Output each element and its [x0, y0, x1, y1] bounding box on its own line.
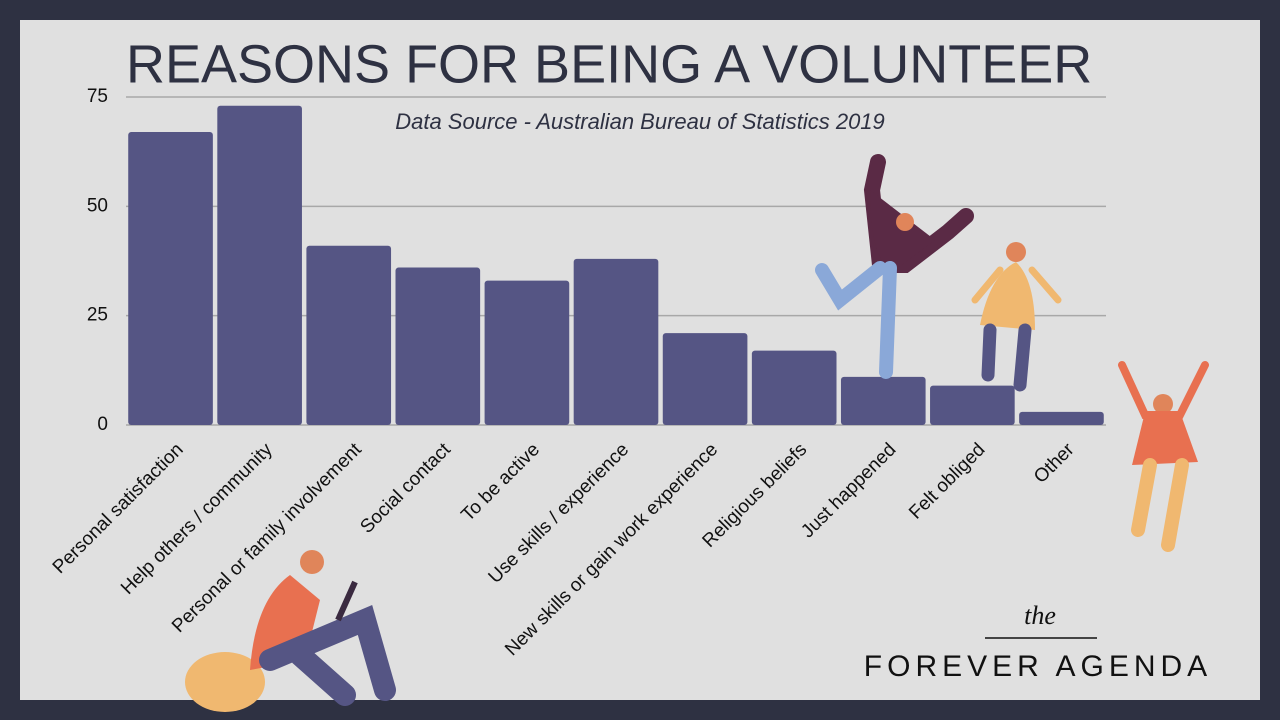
illustration-cheering-woman — [1118, 361, 1209, 552]
illustration-sitting-man — [185, 550, 396, 712]
brand-small: the — [1024, 601, 1056, 630]
y-tick-label: 50 — [87, 195, 108, 216]
chart-title: REASONS FOR BEING A VOLUNTEER — [126, 34, 1092, 94]
bar — [662, 333, 748, 425]
y-tick-label: 0 — [97, 414, 108, 435]
bar — [840, 376, 926, 425]
bar — [128, 131, 213, 425]
bar — [395, 267, 481, 425]
bar — [484, 280, 570, 425]
illustration-jumping-woman — [971, 242, 1062, 392]
chart-subtitle: Data Source - Australian Bureau of Stati… — [395, 109, 885, 134]
bar — [217, 105, 302, 425]
bar — [573, 258, 659, 425]
illustration-jumping-man — [815, 154, 974, 379]
bar — [1019, 411, 1104, 425]
y-tick-label: 75 — [87, 86, 108, 107]
bar — [930, 385, 1015, 425]
bar — [751, 350, 837, 425]
brand-name: FOREVER AGENDA — [864, 650, 1212, 683]
bar — [306, 245, 392, 425]
y-tick-label: 25 — [87, 305, 108, 326]
